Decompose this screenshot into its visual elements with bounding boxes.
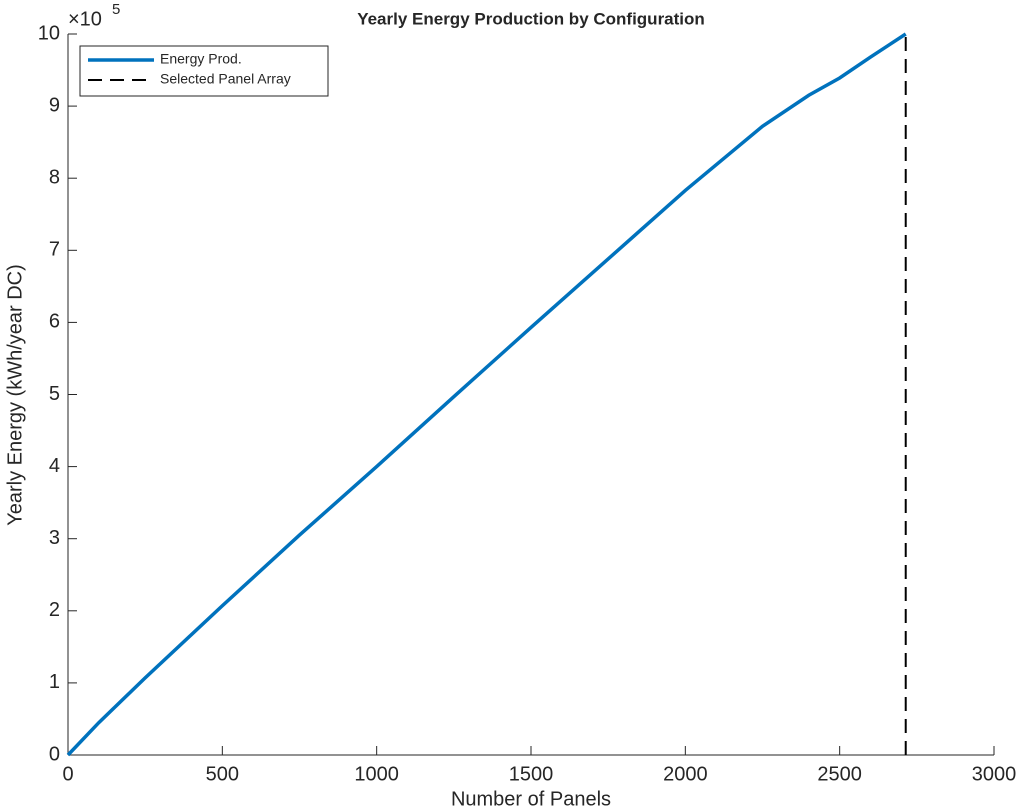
x-tick-label: 2000	[663, 763, 708, 785]
y-axis-label: Yearly Energy (kWh/year DC)	[4, 264, 26, 526]
y-tick-label: 3	[49, 527, 60, 549]
y-tick-label: 9	[49, 94, 60, 116]
y-tick-label: 4	[49, 455, 60, 477]
x-tick-label: 500	[206, 763, 239, 785]
x-tick-label: 3000	[972, 763, 1017, 785]
y-tick-label: 2	[49, 599, 60, 621]
legend-label: Energy Prod.	[160, 51, 242, 67]
x-tick-label: 1500	[509, 763, 554, 785]
legend-label: Selected Panel Array	[160, 71, 291, 87]
y-multiplier: ×10	[68, 8, 102, 30]
y-multiplier-exponent: 5	[112, 1, 120, 18]
x-tick-label: 0	[62, 763, 73, 785]
x-tick-label: 1000	[354, 763, 399, 785]
legend-box	[79, 45, 329, 97]
y-tick-label: 10	[38, 22, 60, 44]
x-axis-label: Number of Panels	[451, 788, 611, 810]
y-tick-label: 5	[49, 383, 60, 405]
y-tick-label: 8	[49, 166, 60, 188]
series-line	[66, 32, 907, 757]
x-tick-label: 2500	[817, 763, 862, 785]
chart-title: Yearly Energy Production by Configuratio…	[357, 9, 705, 28]
y-tick-label: 0	[49, 743, 60, 765]
y-tick-label: 7	[49, 239, 60, 261]
y-tick-label: 1	[49, 671, 60, 693]
y-tick-label: 6	[49, 311, 60, 333]
